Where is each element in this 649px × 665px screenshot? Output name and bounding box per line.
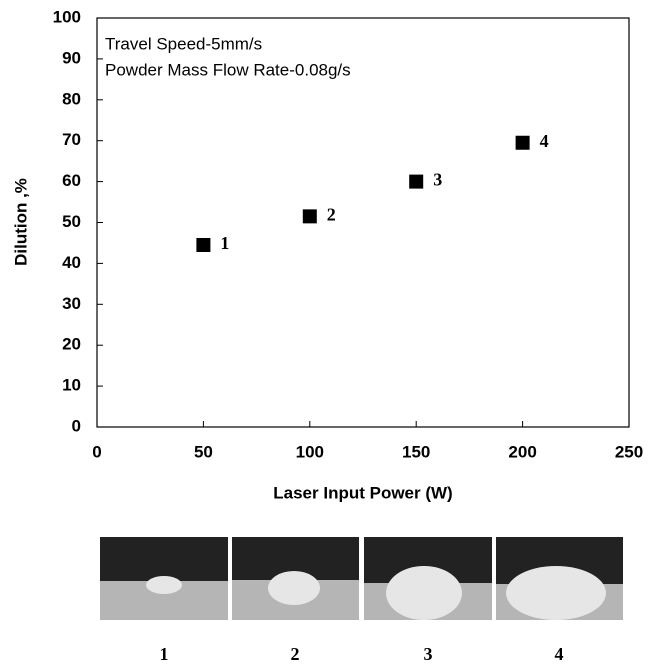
y-tick-label: 20 (62, 335, 81, 354)
y-tick-label: 100 (53, 7, 81, 26)
y-axis-label: Dilution ,% (11, 178, 30, 266)
micrograph (496, 537, 623, 620)
y-tick-label: 90 (62, 48, 81, 67)
micrographs (100, 537, 623, 620)
marker (515, 135, 530, 150)
x-tick-label: 50 (194, 442, 213, 461)
micrograph (100, 537, 228, 620)
point-label: 3 (433, 170, 442, 190)
x-tick-label: 0 (92, 442, 101, 461)
annotation: Travel Speed-5mm/s (105, 34, 262, 53)
point-label: 4 (540, 131, 549, 151)
image-label: 4 (555, 644, 564, 664)
y-tick-label: 40 (62, 253, 81, 272)
image-label: 1 (160, 644, 169, 664)
y-tick-label: 60 (62, 171, 81, 190)
point-label: 2 (327, 204, 336, 224)
point-label: 1 (220, 233, 229, 253)
y-tick-label: 0 (72, 416, 81, 435)
image-label: 3 (424, 644, 433, 664)
marker (409, 174, 424, 189)
x-tick-label: 200 (508, 442, 536, 461)
marker (302, 209, 317, 224)
y-tick-label: 50 (62, 212, 81, 231)
image-label: 2 (291, 644, 300, 664)
x-tick-label: 100 (296, 442, 324, 461)
annotation: Powder Mass Flow Rate-0.08g/s (105, 60, 351, 79)
y-tick-label: 30 (62, 294, 81, 313)
x-tick-label: 150 (402, 442, 430, 461)
marker (196, 237, 211, 252)
x-axis-label: Laser Input Power (W) (273, 483, 452, 502)
x-tick-label: 250 (615, 442, 643, 461)
y-tick-label: 80 (62, 89, 81, 108)
micrograph (232, 537, 359, 620)
y-tick-label: 10 (62, 376, 81, 395)
micrograph (364, 537, 492, 620)
y-tick-label: 70 (62, 130, 81, 149)
